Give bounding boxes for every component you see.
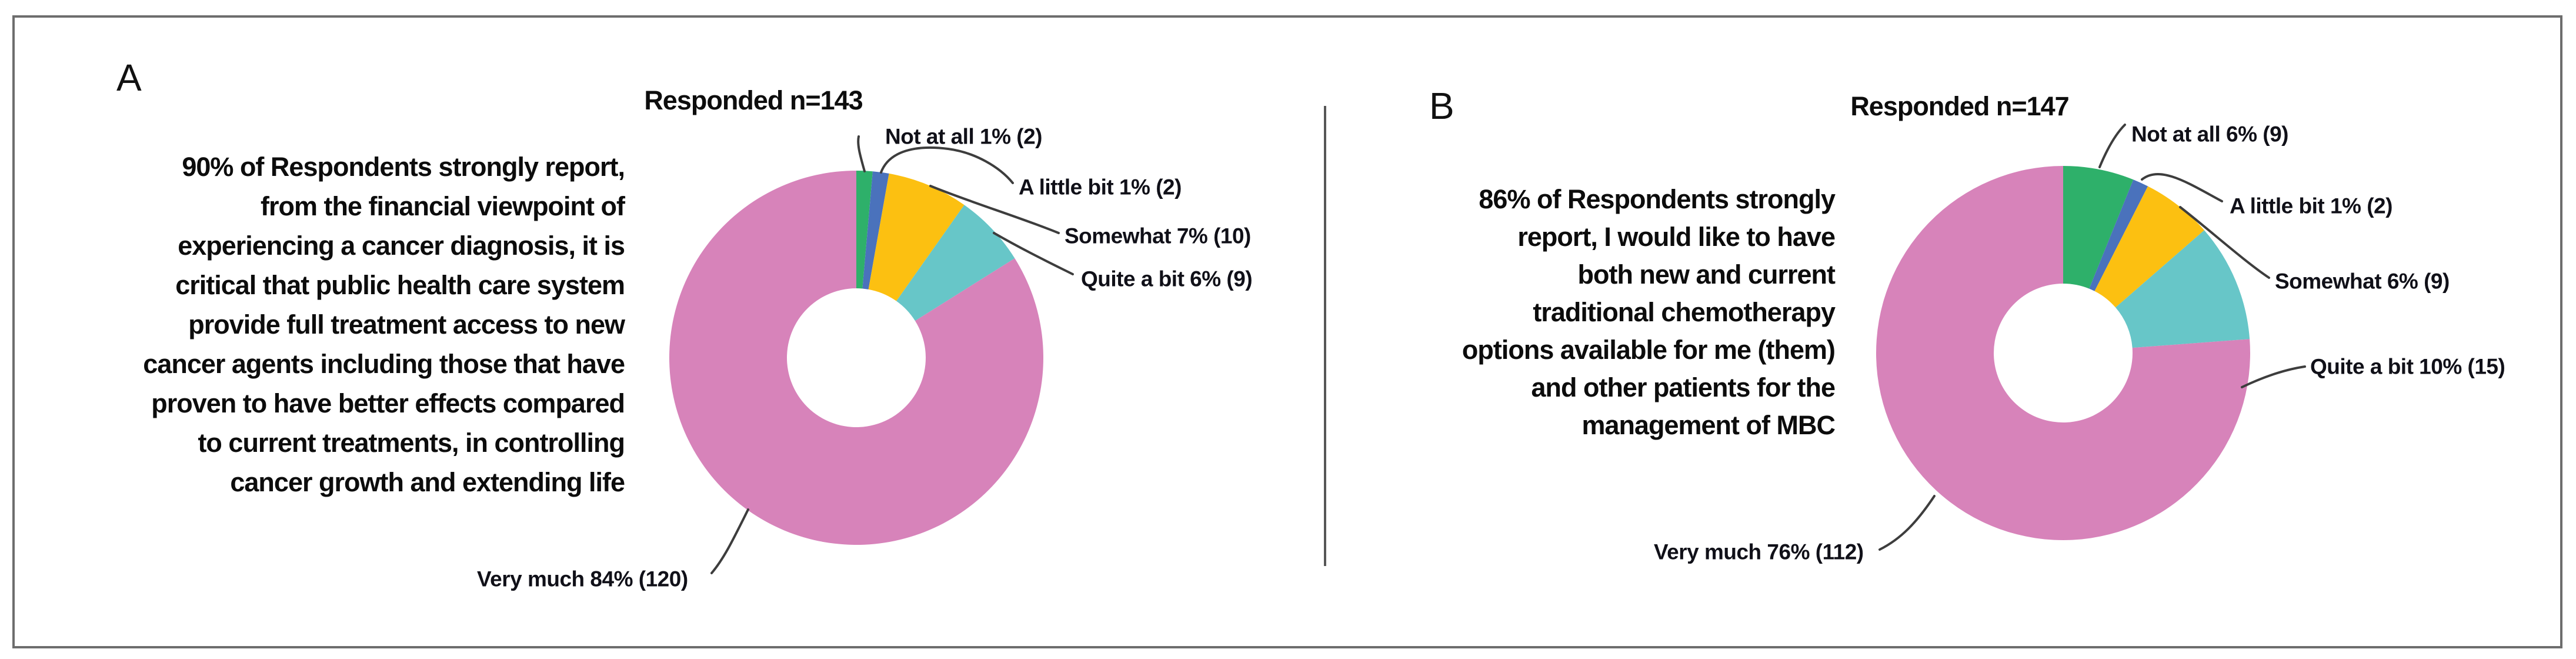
panel-b-statement: 86% of Respondents strongly report, I wo… xyxy=(1461,184,1836,440)
donut-slice-b-not-at-all xyxy=(2063,166,2134,289)
panel-b-label-quite-a-bit: Quite a bit 10% (15) xyxy=(2310,354,2505,379)
panel-a-letter: A xyxy=(116,56,142,99)
panel-b-label-not-at-all: Not at all 6% (9) xyxy=(2131,122,2289,147)
donut-slice-a-quite-a-bit xyxy=(896,205,1015,321)
panel-divider xyxy=(1324,106,1326,566)
panel-a-label-not-at-all: Not at all 1% (2) xyxy=(885,124,1043,149)
leader-line-a-a-little-bit xyxy=(880,146,1014,184)
panel-a-label-a-little-bit: A little bit 1% (2) xyxy=(1019,175,1182,199)
panel-a-chart-title: Responded n=143 xyxy=(644,85,863,115)
panel-b-label-somewhat: Somewhat 6% (9) xyxy=(2275,269,2450,294)
donut-slice-a-not-at-all xyxy=(856,171,873,289)
leader-line-a-very-much xyxy=(710,508,749,574)
donut-slice-b-quite-a-bit xyxy=(2115,230,2250,348)
donut-slice-a-very-much xyxy=(669,171,1043,545)
panel-a-statement: 90% of Respondents strongly report, from… xyxy=(143,152,625,497)
leader-line-b-a-little-bit xyxy=(2141,173,2223,202)
panel-b-label-a-little-bit: A little bit 1% (2) xyxy=(2230,194,2393,218)
donut-slice-b-somewhat xyxy=(2094,186,2204,308)
leader-line-a-somewhat xyxy=(929,185,1060,234)
leader-line-b-very-much xyxy=(1878,495,1936,551)
donut-chart-b xyxy=(1876,166,2250,540)
figure-border xyxy=(12,15,2562,648)
panel-b-letter: B xyxy=(1429,85,1454,127)
panel-b-label-very-much: Very much 76% (112) xyxy=(1654,540,1864,564)
donut-slice-a-somewhat xyxy=(868,173,965,301)
donut-slice-a-a-little-bit xyxy=(862,171,889,289)
panel-b-chart-title: Responded n=147 xyxy=(1850,91,2069,121)
leader-line-b-not-at-all xyxy=(2098,124,2126,168)
donut-chart-a xyxy=(669,171,1043,545)
donut-slice-b-very-much xyxy=(1876,166,2250,540)
panel-a-label-somewhat: Somewhat 7% (10) xyxy=(1065,224,1251,248)
panel-a-label-quite-a-bit: Quite a bit 6% (9) xyxy=(1081,267,1253,291)
panel-a-label-very-much: Very much 84% (120) xyxy=(477,567,688,591)
leader-line-a-not-at-all xyxy=(857,135,866,172)
leader-line-b-somewhat xyxy=(2179,206,2270,279)
leader-line-a-quite-a-bit xyxy=(993,232,1074,275)
leader-line-b-quite-a-bit xyxy=(2241,365,2306,388)
donut-slice-b-a-little-bit xyxy=(2089,179,2148,291)
